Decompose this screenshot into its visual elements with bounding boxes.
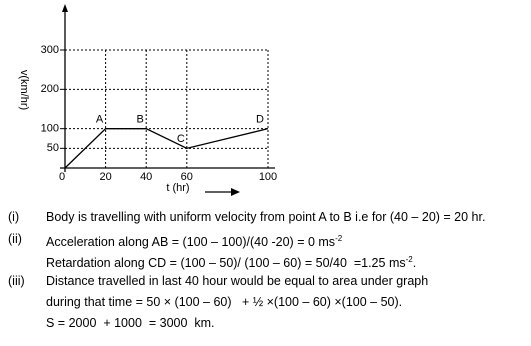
- x-tick-label: 0: [59, 171, 65, 183]
- point-label: B: [137, 114, 144, 126]
- note-text: Body is travelling with uniform velocity…: [46, 210, 486, 224]
- x-tick-label: 20: [99, 171, 111, 183]
- data-line: [64, 128, 269, 169]
- note-label: (iii): [8, 274, 25, 288]
- note-text: Distance travelled in last 40 hour would…: [46, 274, 429, 288]
- chart: v(km/hr) t (hr) 50 100 200 300 0 20 40 60 100 A B C…: [18, 4, 277, 196]
- x-tick-label: 60: [181, 171, 193, 183]
- note-line: Body is travelling with uniform velocity…: [46, 206, 531, 227]
- note-item: (i) Body is travelling with uniform veloc…: [0, 206, 531, 228]
- superscript: -2: [335, 234, 343, 243]
- note-text: S = 2000 + 1000 = 3000 km.: [46, 316, 215, 330]
- note-text: Acceleration along AB = (100 – 100)/(40 …: [46, 235, 336, 250]
- y-axis-arrow: [62, 4, 68, 12]
- note-body: Body is travelling with uniform velocity…: [46, 206, 531, 228]
- note-text: during that time = 50 × (100 – 60) + ½ ×…: [46, 295, 403, 309]
- y-axis-label: v(km/hr): [18, 70, 30, 110]
- point-label: C: [177, 133, 185, 145]
- x-axis-label: t (hr): [166, 182, 189, 194]
- note-text: .: [412, 256, 417, 271]
- note-body: Acceleration along AB = (100 – 100)/(40 …: [46, 228, 531, 270]
- note-line: Distance travelled in last 40 hour would…: [46, 270, 531, 291]
- y-tick-label: 300: [41, 44, 59, 56]
- point-label: D: [256, 114, 264, 126]
- superscript: -2: [405, 255, 413, 264]
- note-text: Retardation along CD = (100 – 50)/ (100 …: [46, 256, 406, 271]
- notes: (i) Body is travelling with uniform veloc…: [0, 206, 531, 333]
- y-tick-label: 100: [41, 123, 59, 135]
- note-line: Acceleration along AB = (100 – 100)/(40 …: [46, 228, 531, 249]
- note-line: Retardation along CD = (100 – 50)/ (100 …: [46, 249, 531, 270]
- y-tick-label: 200: [41, 83, 59, 95]
- note-label: (ii): [8, 232, 22, 246]
- note-item: (iii) Distance travelled in last 40 hour …: [0, 270, 531, 333]
- note-item: (ii) Acceleration along AB = (100 – 100)/…: [0, 228, 531, 270]
- x-tick-label: 40: [140, 171, 152, 183]
- note-line: S = 2000 + 1000 = 3000 km.: [46, 312, 531, 333]
- note-line: during that time = 50 × (100 – 60) + ½ ×…: [46, 291, 531, 312]
- note-label: (i): [8, 210, 20, 224]
- y-tick-label: 50: [47, 142, 59, 154]
- point-label: A: [96, 114, 104, 126]
- x-arrow-head: [231, 188, 240, 196]
- note-body: Distance travelled in last 40 hour would…: [46, 270, 531, 333]
- x-tick-label: 100: [259, 171, 277, 183]
